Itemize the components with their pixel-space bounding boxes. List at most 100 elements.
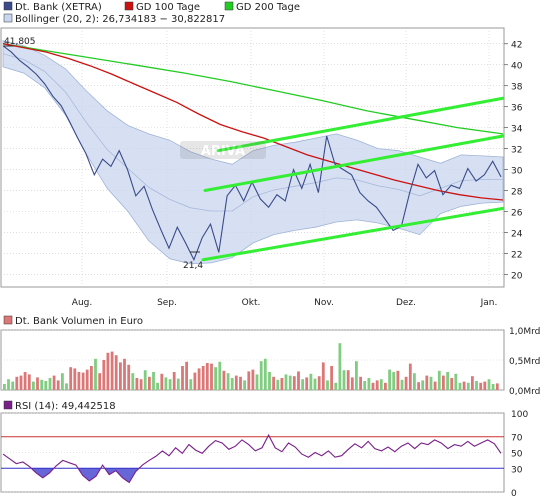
volume-bar [205, 363, 209, 390]
x-tick-label: Sep. [157, 298, 177, 308]
volume-bar [15, 376, 19, 390]
price-y-axis: 20 22 24 26 28 30 32 34 36 38 40 42 [504, 41, 523, 281]
volume-bar [102, 360, 106, 390]
volume-bar [346, 370, 350, 390]
volume-bar [23, 372, 27, 390]
volume-bar [495, 383, 499, 390]
volume-bar [234, 375, 238, 390]
x-axis: Aug. Sep. Okt. Nov. Dez. Jan. [72, 298, 498, 308]
volume-bar [152, 372, 155, 390]
volume-bar [371, 382, 375, 390]
volume-tick-label: 1,0Mrd [509, 327, 540, 337]
volume-bar [462, 381, 466, 390]
volume-bar [131, 373, 135, 390]
volume-bar [421, 380, 425, 390]
volume-bar [475, 381, 478, 390]
volume-bar [280, 378, 284, 390]
volume-bar [106, 352, 110, 390]
bollinger-legend-label: Bollinger (20, 2): 26,734183 − 30,822817 [15, 14, 225, 25]
volume-bar [408, 363, 412, 390]
volume-bar [433, 381, 437, 390]
volume-bar [85, 369, 89, 390]
watermark: ARIVA [180, 141, 266, 159]
volume-bar [483, 381, 487, 390]
volume-bar [392, 372, 396, 390]
volume-bar [309, 373, 313, 390]
volume-bar [127, 364, 131, 390]
volume-bar [36, 377, 39, 390]
trend-channel [201, 96, 504, 262]
volume-bar [139, 379, 143, 390]
volume-bar [172, 372, 176, 390]
volume-bar [222, 370, 226, 390]
volume-bar [40, 379, 44, 390]
volume-bar [3, 384, 6, 390]
volume-bar [27, 374, 31, 390]
volume-bar [243, 380, 246, 390]
rsi-legend-label: RSI (14): 49,442518 [15, 401, 116, 412]
volume-bar [268, 372, 271, 390]
x-tick-label: Nov. [314, 298, 334, 308]
rsi-oversold-fill [31, 468, 140, 483]
volume-bar [247, 371, 251, 390]
volume-bar [119, 362, 122, 390]
rsi-tick-label: 0 [511, 489, 517, 499]
price-tick-label: 34 [511, 125, 523, 135]
volume-bar [450, 378, 454, 390]
rsi-panel [0, 412, 505, 493]
volume-bar [404, 376, 408, 390]
volume-bar [176, 378, 180, 390]
volume-legend-label: Dt. Bank Volumen in Euro [15, 316, 143, 327]
volume-bar [263, 358, 267, 390]
price-tick-label: 38 [511, 83, 523, 93]
volume-bar [437, 370, 441, 390]
price-legend-label: Dt. Bank (XETRA) [15, 2, 102, 13]
price-tick-label: 28 [511, 188, 523, 198]
volume-bars [3, 343, 499, 390]
volume-bar [90, 366, 93, 390]
volume-bar [471, 376, 474, 390]
volume-bar [164, 377, 168, 390]
volume-bar [334, 382, 338, 390]
volume-bar [160, 373, 164, 390]
price-swatch [3, 1, 13, 11]
volume-bar [417, 382, 420, 390]
volume-bar [355, 361, 358, 390]
gd100-line [2, 43, 504, 201]
volume-bar [81, 372, 85, 390]
rsi-tick-label: 70 [511, 434, 523, 444]
volume-bar [384, 382, 387, 390]
volume-bar [7, 379, 10, 390]
gd100-legend-label: GD 100 Tage [136, 2, 200, 13]
volume-bar [466, 382, 470, 390]
volume-tick-label: 0,0Mrd [509, 387, 540, 397]
volume-bar [425, 375, 429, 390]
volume-bar [65, 383, 68, 390]
volume-bar [114, 355, 118, 390]
volume-bar [197, 368, 201, 390]
price-tick-label: 30 [511, 167, 523, 177]
gd100-swatch [124, 1, 134, 11]
volume-bar [135, 378, 139, 390]
x-tick-label: Jan. [480, 298, 498, 308]
bollinger-band [2, 40, 504, 265]
volume-bar [193, 372, 197, 390]
volume-bar [442, 375, 445, 390]
trend-line [203, 134, 504, 193]
volume-bar [210, 363, 213, 390]
volume-swatch [3, 315, 13, 325]
volume-bar [301, 379, 304, 390]
rsi-tick-label: 100 [511, 410, 528, 420]
volume-bar [251, 369, 255, 390]
volume-bar [272, 376, 275, 390]
volume-bar [292, 376, 296, 390]
price-tick-label: 20 [511, 271, 523, 281]
volume-bar [123, 358, 126, 390]
watermark-text: ARIVA [201, 144, 245, 159]
volume-bar [321, 362, 325, 390]
rsi-tick-label: 50 [511, 450, 523, 460]
volume-bar [350, 377, 354, 390]
volume-bar [379, 379, 383, 390]
volume-bar [214, 367, 217, 390]
trend-line [201, 206, 504, 262]
